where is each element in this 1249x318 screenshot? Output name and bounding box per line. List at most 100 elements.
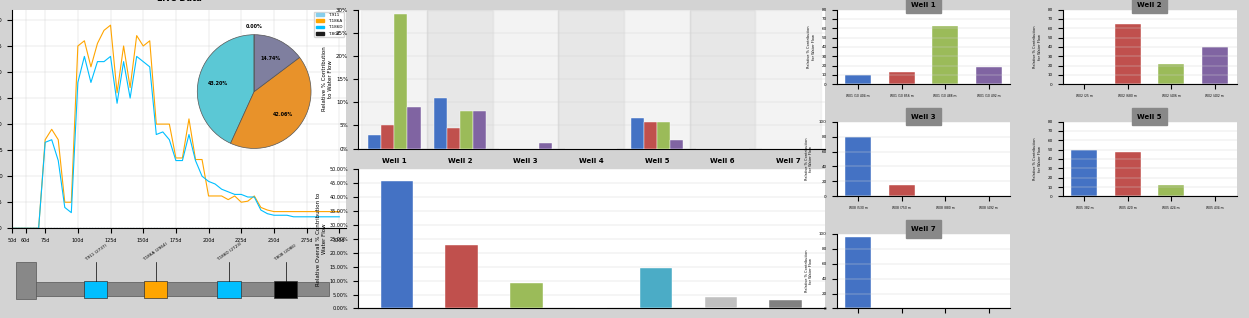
T-186A	[37, 138, 52, 142]
Bar	[932, 26, 958, 84]
T-186A	[286, 210, 301, 213]
T-911	[332, 226, 347, 230]
T-911	[280, 226, 295, 230]
Bar	[756, 10, 821, 149]
Bar	[669, 140, 683, 149]
T-186D	[44, 138, 59, 142]
T-911	[312, 226, 327, 230]
T-186D	[274, 213, 289, 217]
Bar	[492, 10, 558, 149]
T-186A	[102, 23, 117, 27]
T-808	[110, 226, 125, 230]
T-808	[312, 226, 327, 230]
T-808	[318, 226, 333, 230]
T-186A	[214, 194, 229, 198]
Bar	[846, 75, 872, 84]
T-808	[116, 226, 131, 230]
T-186A	[306, 210, 321, 213]
T-911	[207, 226, 222, 230]
Line: T-186A: T-186A	[12, 25, 340, 228]
T-911	[234, 226, 249, 230]
Title: Well 3: Well 3	[912, 114, 936, 120]
T-911	[70, 226, 85, 230]
T-186A	[332, 210, 347, 213]
Bar	[689, 10, 756, 149]
T-186A	[175, 156, 190, 160]
T-186A	[227, 194, 242, 198]
T-186D	[189, 159, 204, 162]
T-186A	[51, 138, 66, 142]
T-808	[17, 226, 32, 230]
T-808	[44, 226, 59, 230]
T-186A	[299, 210, 313, 213]
T-911	[221, 226, 236, 230]
T-911	[5, 226, 20, 230]
T-186D	[90, 60, 105, 64]
T-911	[90, 226, 105, 230]
Text: T-186D (2723): T-186D (2723)	[216, 242, 242, 262]
T-808	[31, 226, 46, 230]
T-911	[195, 226, 210, 230]
T-186A	[31, 226, 46, 230]
T-808	[299, 226, 313, 230]
T-186A	[136, 44, 151, 48]
Title: Well 2: Well 2	[1138, 2, 1162, 8]
T-186D	[247, 195, 262, 199]
T-808	[280, 226, 295, 230]
T-186A	[169, 156, 184, 160]
T-808	[240, 226, 255, 230]
T-911	[96, 226, 111, 230]
T-911	[77, 226, 92, 230]
T-186D	[325, 215, 340, 219]
Bar	[381, 125, 395, 149]
Bar	[643, 122, 657, 149]
T-186D	[155, 130, 170, 134]
T-186A	[312, 210, 327, 213]
T-911	[227, 226, 242, 230]
T-186D	[169, 159, 184, 162]
Bar	[1158, 185, 1184, 196]
T-911	[136, 226, 151, 230]
T-186A	[155, 122, 170, 126]
Bar	[889, 72, 914, 84]
Bar	[704, 297, 737, 308]
T-808	[70, 226, 85, 230]
T-808	[96, 226, 111, 230]
T-186A	[280, 210, 295, 213]
T-808	[129, 226, 144, 230]
T-808	[266, 226, 281, 230]
Y-axis label: Relative % Contribution
for Water Flow: Relative % Contribution for Water Flow	[804, 250, 813, 292]
T-808	[292, 226, 307, 230]
T-186D	[266, 213, 281, 217]
T-186D	[64, 211, 79, 215]
T-186A	[122, 86, 137, 90]
T-911	[254, 226, 269, 230]
T-186D	[227, 192, 242, 196]
T-911	[169, 226, 184, 230]
Title: Well 1: Well 1	[912, 2, 936, 8]
T-911	[214, 226, 229, 230]
T-911	[116, 226, 131, 230]
Text: T-186A (2964): T-186A (2964)	[142, 242, 169, 262]
Y-axis label: Relative % Contribution
for Water Flow: Relative % Contribution for Water Flow	[1033, 138, 1042, 180]
T-186A	[5, 226, 20, 230]
T-808	[195, 226, 210, 230]
T-186A	[57, 200, 72, 204]
Title: Well 5: Well 5	[1138, 114, 1162, 120]
T-808	[189, 226, 204, 230]
Y-axis label: Relative % Contribution
for Water Flow: Relative % Contribution for Water Flow	[1033, 26, 1042, 68]
T-911	[84, 226, 99, 230]
Bar	[395, 14, 407, 149]
Bar	[889, 185, 914, 196]
T-808	[64, 226, 79, 230]
T-186D	[136, 60, 151, 64]
T-186A	[254, 205, 269, 209]
T-808	[37, 226, 52, 230]
T-186A	[142, 39, 157, 43]
T-186D	[17, 226, 32, 230]
T-186D	[57, 205, 72, 209]
T-808	[51, 226, 66, 230]
T-186D	[280, 213, 295, 217]
T-186A	[110, 91, 125, 95]
Bar	[460, 112, 473, 149]
